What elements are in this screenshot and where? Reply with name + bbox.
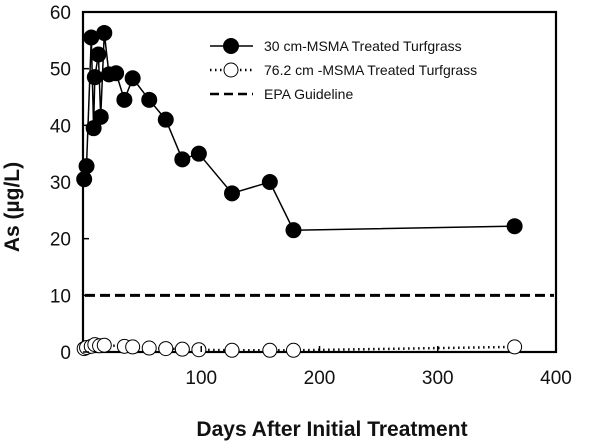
legend-label-76cm: 76.2 cm -MSMA Treated Turfgrass (264, 62, 477, 78)
series-30cm-point (85, 120, 102, 137)
series-76cm-point (125, 339, 141, 355)
series-30cm-point (78, 158, 95, 175)
series-76cm-point (262, 342, 278, 358)
y-tick-label: 20 (50, 230, 71, 251)
legend-marker-30cm (223, 38, 239, 54)
x-tick-label: 300 (422, 368, 454, 389)
series-30cm-point (92, 108, 109, 125)
series-76cm-point (507, 339, 523, 355)
legend-marker-76cm (223, 62, 239, 78)
series-30cm-point (116, 91, 133, 108)
legend: 30 cm-MSMA Treated Turfgrass 76.2 cm -MS… (210, 38, 477, 102)
y-tick-label: 60 (50, 3, 71, 24)
x-tick-label: 400 (540, 368, 572, 389)
series-76cm-point (285, 342, 301, 358)
series-76cm-point (224, 342, 240, 358)
series-30cm-point (223, 185, 240, 202)
series-30cm-point (76, 171, 93, 188)
series-30cm-point (141, 91, 158, 108)
series-30cm-point (174, 151, 191, 168)
y-axis-title: As (µg/L) (1, 162, 24, 252)
series-30cm-point (190, 145, 207, 162)
series-30cm-point (506, 218, 523, 235)
y-tick-label: 40 (50, 116, 71, 137)
y-tick-label: 10 (50, 286, 71, 307)
series-30cm-point (157, 111, 174, 128)
series-30cm-point (124, 70, 141, 87)
x-tick-label: 200 (304, 368, 336, 389)
series-30cm-point (285, 222, 302, 239)
series-76cm-point (141, 340, 157, 356)
series-76cm-point (96, 337, 112, 353)
y-tick-label: 30 (50, 173, 71, 194)
x-axis-title: Days After Initial Treatment (196, 418, 467, 441)
series-30cm-point (261, 174, 278, 190)
y-tick-label: 50 (50, 60, 71, 81)
series-30cm-point (90, 46, 107, 63)
legend-label-30cm: 30 cm-MSMA Treated Turfgrass (264, 38, 462, 54)
series-76cm-point (174, 341, 190, 357)
axis-ticks: 0 10 20 30 40 50 60 100 200 300 400 (50, 3, 572, 389)
y-tick-label: 0 (60, 343, 71, 364)
legend-label-epa: EPA Guideline (264, 86, 353, 102)
series-30cm-point (86, 69, 103, 86)
series-30cm-point (108, 65, 125, 82)
series-30cm-point (96, 24, 113, 41)
series-76cm-point (158, 341, 174, 357)
x-tick-label: 100 (185, 368, 217, 389)
series-76cm-point (191, 342, 207, 358)
